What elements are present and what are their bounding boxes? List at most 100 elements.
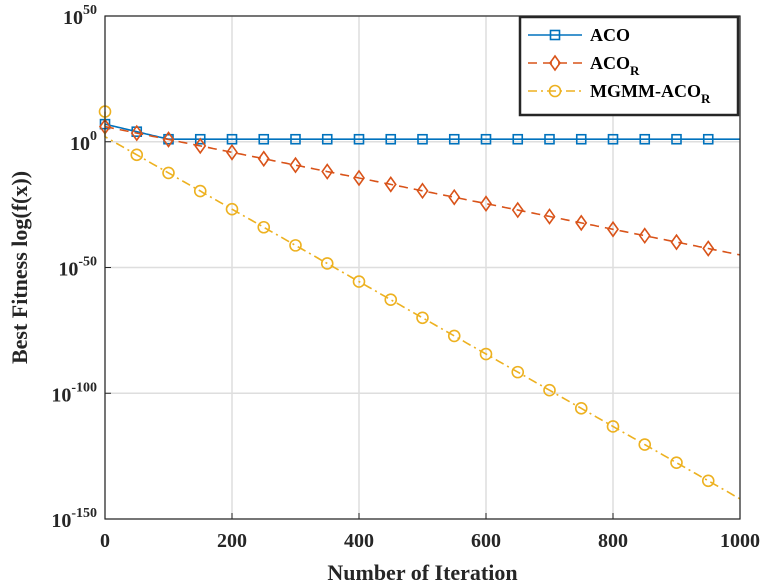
x-tick-label: 1000	[720, 530, 760, 552]
y-tick-exponent: -50	[78, 255, 97, 270]
legend-label-subscript: R	[630, 63, 640, 78]
series-aco	[99, 118, 740, 145]
data-point-diamond	[448, 188, 461, 206]
data-point-circle	[257, 220, 271, 234]
data-point-square	[575, 133, 587, 145]
data-point-circle	[511, 365, 525, 379]
data-point-square	[417, 133, 428, 145]
y-tick-base: 10	[63, 7, 83, 29]
legend-marker	[548, 84, 562, 98]
data-point-diamond	[130, 124, 143, 142]
data-point-circle	[162, 166, 175, 180]
data-point-square	[290, 133, 301, 145]
y-tick-exponent: -100	[71, 380, 97, 395]
legend-marker	[549, 54, 561, 72]
data-point-square	[353, 133, 365, 145]
data-point-diamond	[638, 227, 651, 245]
data-point-diamond	[543, 208, 556, 225]
y-axis-label: Best Fitness log(f(x))	[7, 171, 32, 364]
data-point-circle	[701, 474, 715, 488]
data-point-square	[226, 133, 238, 145]
legend-box	[518, 15, 740, 117]
y-tick-exponent: -150	[71, 506, 97, 521]
x-tick-label: 0	[100, 530, 110, 552]
legend-label: ACO	[590, 25, 630, 45]
x-tick-label: 600	[471, 530, 501, 552]
x-tick-label: 200	[217, 530, 247, 552]
data-point-diamond	[511, 201, 524, 219]
data-point-square	[321, 133, 333, 145]
x-tick-label: 400	[344, 530, 374, 552]
data-point-square	[544, 133, 555, 145]
series-line	[104, 125, 741, 256]
x-axis-label: Number of Iteration	[327, 560, 517, 585]
series-mgmm-aco-r	[98, 105, 741, 500]
data-point-circle	[320, 257, 334, 270]
y-tick-label: 10-100	[51, 380, 97, 406]
x-tick-label: 800	[598, 530, 628, 552]
data-point-square	[448, 133, 460, 145]
x-axis: 0 200 400 600 800 1000	[100, 513, 760, 552]
data-point-square	[258, 133, 270, 145]
data-point-square	[385, 133, 397, 145]
data-point-circle	[384, 293, 398, 306]
data-point-square	[512, 133, 524, 145]
data-point-circle	[225, 202, 239, 216]
y-tick-label: 10-150	[51, 506, 97, 532]
data-point-diamond	[416, 182, 429, 200]
y-tick-label: 100	[70, 129, 97, 155]
y-tick-base: 10	[58, 259, 78, 281]
series-line	[104, 123, 740, 140]
data-point-circle	[479, 347, 493, 361]
legend-label-subscript: R	[701, 91, 711, 106]
series-layer	[98, 105, 741, 500]
data-point-square	[671, 133, 682, 145]
data-point-diamond	[575, 214, 588, 232]
data-point-diamond	[353, 169, 365, 187]
legend-label-main: MGMM-ACO	[590, 81, 701, 101]
data-point-diamond	[321, 163, 334, 180]
y-tick-base: 10	[51, 510, 71, 532]
y-tick-exponent: 50	[83, 3, 97, 18]
series-aco-r	[99, 118, 741, 257]
data-point-square	[194, 133, 206, 145]
data-point-diamond	[384, 176, 397, 193]
data-point-diamond	[607, 220, 619, 238]
data-point-diamond	[226, 143, 238, 161]
data-point-diamond	[702, 240, 715, 257]
data-point-circle	[130, 148, 144, 162]
data-point-circle	[638, 438, 652, 451]
y-tick-label: 10-50	[58, 255, 97, 281]
data-point-square	[702, 133, 714, 145]
data-point-circle	[543, 383, 556, 397]
data-point-circle	[670, 456, 683, 469]
data-point-circle	[289, 239, 302, 252]
series-line	[104, 111, 741, 500]
data-point-diamond	[289, 156, 302, 174]
legend-label-main: ACO	[590, 25, 630, 45]
legend-label: MGMM-ACOR	[590, 81, 711, 106]
legend-label: ACOR	[590, 53, 640, 78]
data-point-square	[480, 133, 492, 145]
data-point-circle	[416, 311, 429, 325]
y-tick-label: 1050	[63, 3, 97, 29]
data-point-circle	[606, 420, 620, 433]
data-point-diamond	[257, 150, 270, 168]
data-point-diamond	[162, 131, 175, 148]
data-point-circle	[352, 275, 366, 288]
data-point-square	[639, 133, 651, 145]
data-point-diamond	[670, 233, 683, 251]
legend-label-main: ACO	[590, 53, 630, 73]
data-point-diamond	[480, 195, 492, 212]
data-point-circle	[447, 329, 461, 343]
y-tick-exponent: 0	[90, 129, 97, 144]
y-tick-base: 10	[51, 384, 71, 406]
data-point-square	[607, 133, 619, 145]
y-tick-base: 10	[70, 133, 90, 155]
data-point-diamond	[194, 137, 207, 155]
legend-marker	[549, 29, 561, 41]
data-point-circle	[193, 184, 207, 198]
